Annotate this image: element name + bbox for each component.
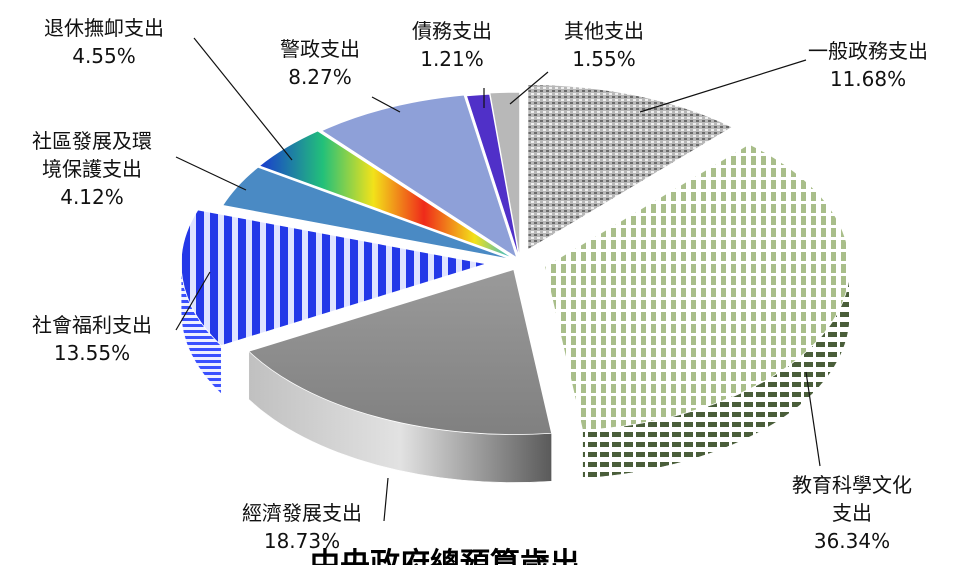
slice-label-4: 社區發展及環	[32, 129, 152, 153]
slice-percent-4: 4.12%	[60, 185, 124, 209]
slice-6	[320, 94, 518, 259]
leader-line-4	[175, 156, 247, 191]
slice-label-8: 其他支出	[564, 19, 644, 43]
slice-label-6: 警政支出	[280, 37, 360, 61]
slice-percent-6: 8.27%	[288, 65, 352, 89]
pie-slices	[180, 84, 851, 483]
slice-0	[527, 84, 734, 251]
slice-5	[258, 130, 513, 259]
slice-percent-3: 13.55%	[54, 341, 130, 365]
leader-line-5	[193, 37, 293, 161]
slice-label-1: 支出	[832, 501, 872, 525]
leader-line-1	[805, 371, 821, 467]
slice-percent-2: 18.73%	[264, 529, 340, 553]
slice-label-1: 教育科學文化	[792, 473, 912, 497]
slice-label-4: 境保護支出	[42, 157, 142, 181]
slice-label-3: 社會福利支出	[32, 313, 152, 337]
slice-percent-8: 1.55%	[572, 47, 636, 71]
slice-label-0: 一般政務支出	[808, 39, 928, 63]
slice-label-7: 債務支出	[412, 19, 492, 43]
slice-percent-7: 1.21%	[420, 47, 484, 71]
slice-label-5: 退休撫卹支出	[44, 16, 164, 40]
leader-lines	[175, 37, 821, 522]
slice-percent-0: 11.68%	[830, 67, 906, 91]
slice-1	[544, 143, 851, 431]
leader-line-3	[175, 271, 211, 331]
slice-percent-5: 4.55%	[72, 44, 136, 68]
slice-percent-1: 36.34%	[814, 529, 890, 553]
leader-line-8	[509, 71, 549, 105]
leader-line-0	[639, 59, 807, 113]
slice-3	[180, 209, 487, 347]
slice-8	[489, 91, 521, 258]
slice-label-2: 經濟發展支出	[242, 501, 362, 525]
leader-line-6	[371, 96, 401, 113]
slice-2	[248, 269, 553, 435]
chart-footer-title: 中央政府總預算歲出	[310, 547, 580, 565]
slice-7	[466, 93, 520, 259]
leader-line-2	[383, 477, 389, 522]
